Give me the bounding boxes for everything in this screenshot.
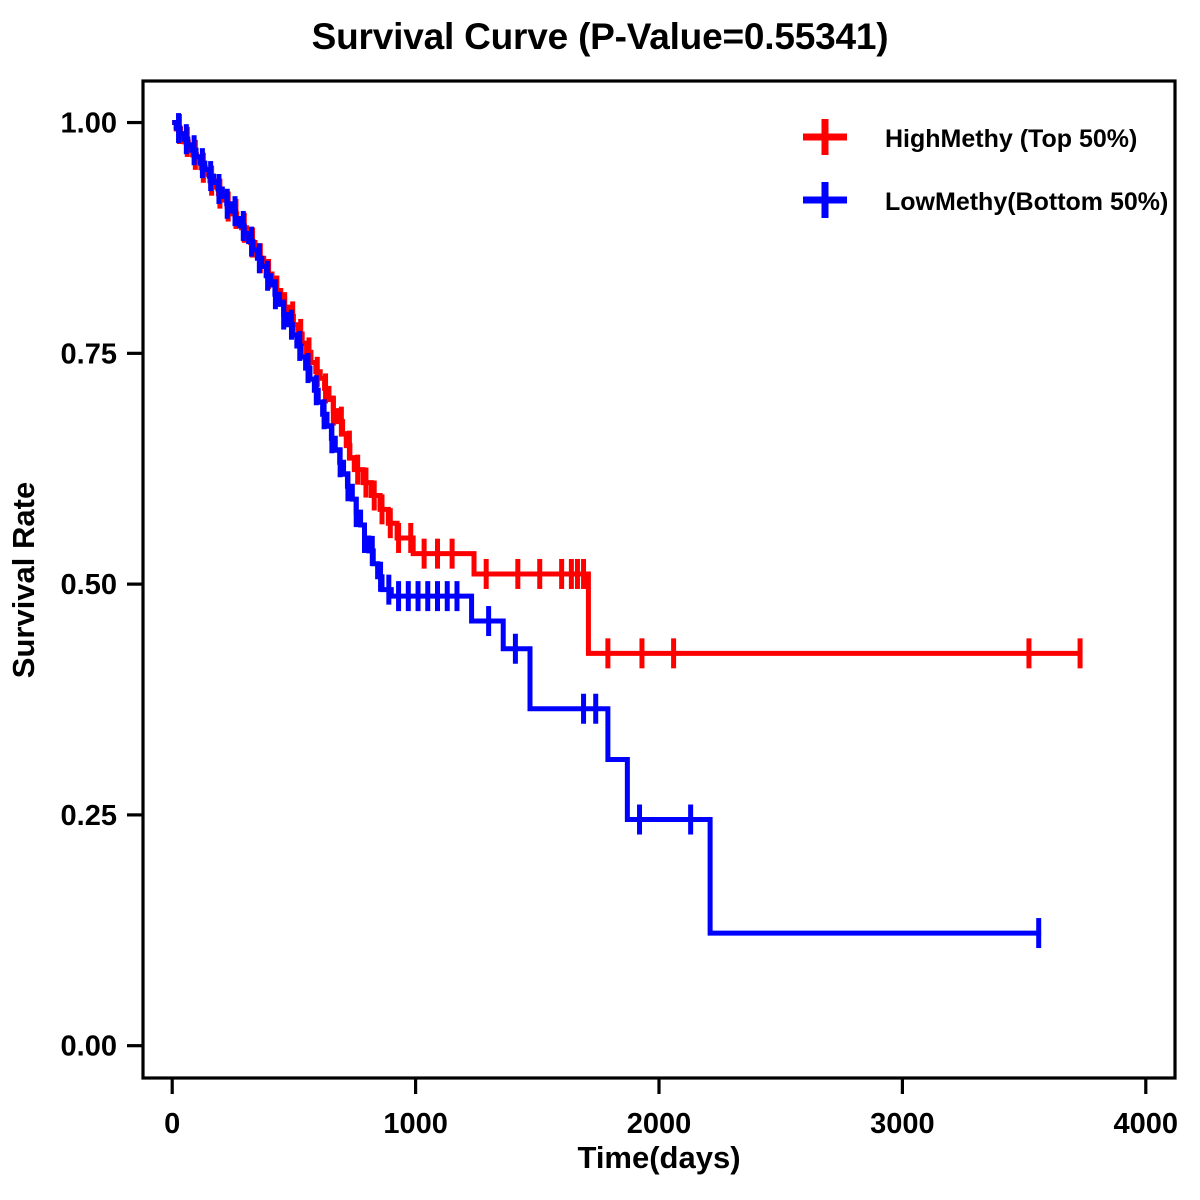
legend-label: HighMethy (Top 50%) xyxy=(885,125,1137,153)
y-tick-label: 0.00 xyxy=(61,1031,117,1063)
page-title: Survival Curve (P-Value=0.55341) xyxy=(311,16,889,57)
x-tick-label: 3000 xyxy=(870,1108,935,1140)
legend-label: LowMethy(Bottom 50%) xyxy=(885,188,1168,216)
x-tick-label: 4000 xyxy=(1114,1108,1179,1140)
x-tick-label: 1000 xyxy=(383,1108,448,1140)
km-step-line xyxy=(172,120,1042,936)
chart-legend: HighMethy (Top 50%) LowMethy(Bottom 50%) xyxy=(803,119,1168,218)
x-tick-label: 0 xyxy=(164,1108,180,1140)
legend-entry: LowMethy(Bottom 50%) xyxy=(803,182,1168,218)
plot-frame xyxy=(141,79,1177,1080)
y-tick-label: 0.25 xyxy=(61,800,117,832)
y-axis-title: Survival Rate xyxy=(6,482,41,678)
km-series-low xyxy=(172,113,1042,949)
censor-marks xyxy=(176,113,1042,949)
series-layer xyxy=(172,113,1083,949)
x-tick-label: 2000 xyxy=(627,1108,692,1140)
y-tick-label: 1.00 xyxy=(61,108,117,140)
x-axis-title: Time(days) xyxy=(577,1140,740,1175)
y-axis-ticks xyxy=(127,120,143,1048)
legend-entry: HighMethy (Top 50%) xyxy=(803,119,1137,155)
x-axis-ticks xyxy=(170,1078,1148,1094)
y-tick-label: 0.75 xyxy=(61,338,117,370)
y-axis-tick-labels: 0.00 0.25 0.50 0.75 1.00 xyxy=(61,108,117,1063)
x-axis-tick-labels: 0 1000 2000 3000 4000 xyxy=(164,1108,1178,1140)
y-tick-label: 0.50 xyxy=(61,569,117,601)
